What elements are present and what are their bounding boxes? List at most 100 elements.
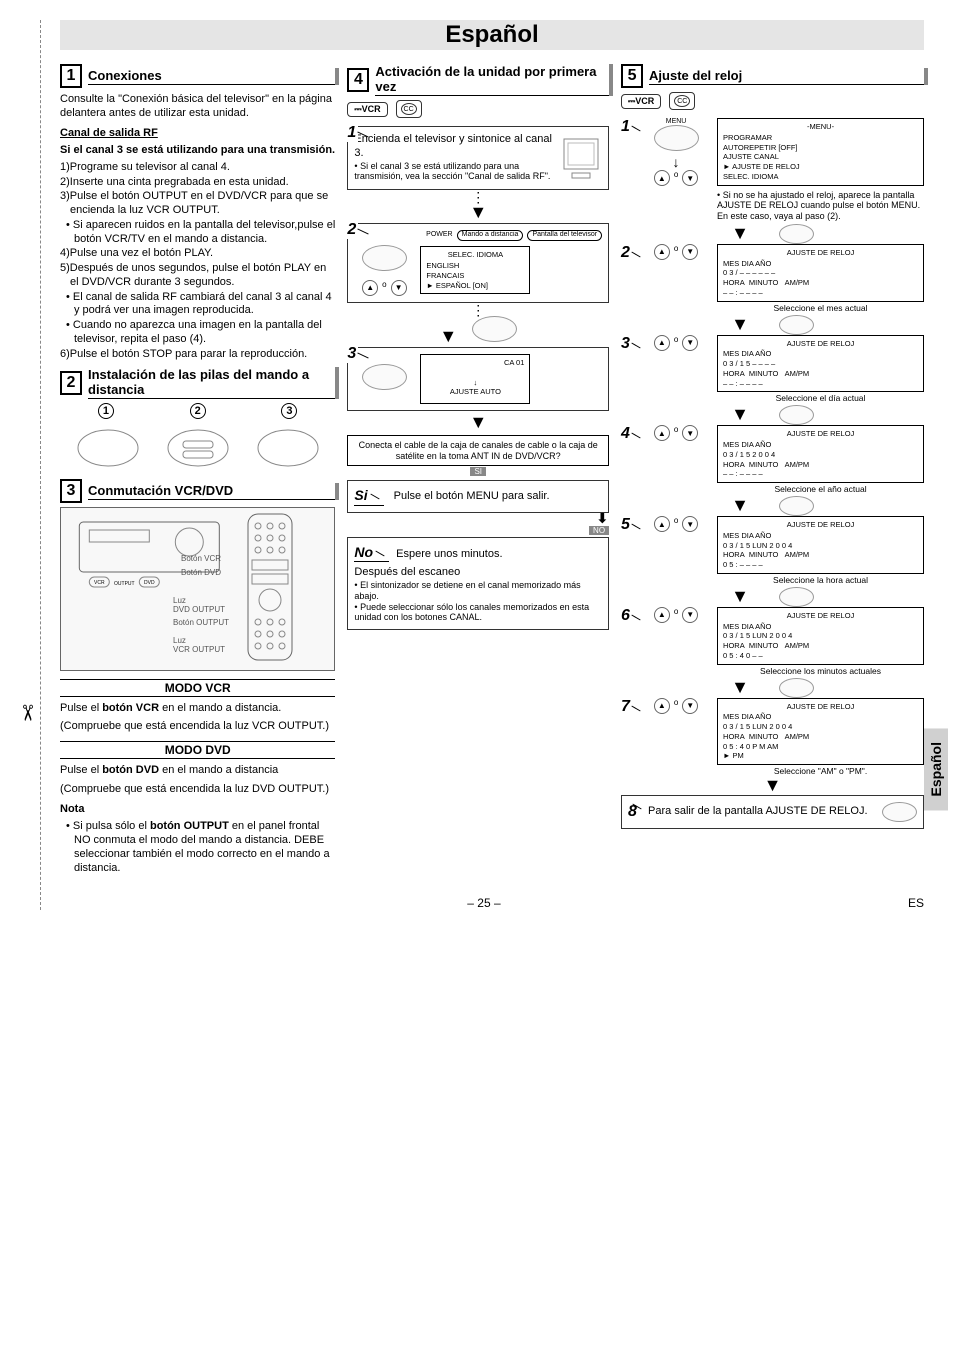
up-button-icon: ▲ — [362, 280, 378, 296]
battery-step-3: 3 — [281, 403, 297, 419]
s5-step3-num: 3 — [621, 335, 635, 353]
thumb-press-icon — [882, 802, 917, 822]
lang-code: ES — [908, 896, 924, 910]
s5-step2-num: 2 — [621, 244, 635, 262]
down-button-icon: ▼ — [682, 244, 698, 260]
arrow-icon: ▼ — [347, 413, 609, 431]
s5-step8: 8 Para salir de la pantalla AJUSTE DE RE… — [621, 795, 924, 829]
label-luz-dvd: Luz DVD OUTPUT — [173, 596, 225, 614]
s5-step1-num: 1 — [621, 118, 635, 136]
no-tag: NO — [589, 526, 609, 535]
s5-step6-num: 6 — [621, 607, 635, 625]
after-b1: El sintonizador se detiene en el canal m… — [354, 580, 580, 601]
s5-step8-num: 8 — [628, 802, 642, 822]
section-3-title: Conmutación VCR/DVD — [88, 483, 335, 500]
si-text: Pulse el botón MENU para salir. — [394, 490, 550, 504]
arrow-icon: ▼ — [347, 192, 609, 221]
clock-screen-3: AJUSTE DE RELOJ MES DIA AÑO0 3 / 1 5 – –… — [717, 335, 924, 393]
s4-step2-num: 2 — [345, 221, 358, 239]
s1-i6: 6)Pulse el botón STOP para parar la repr… — [60, 348, 335, 362]
svg-text:VCR: VCR — [94, 580, 105, 586]
battery-step-2: 2 — [190, 403, 206, 419]
decision-diamond: Conecta el cable de la caja de canales d… — [347, 435, 609, 467]
s1-i2: 2)Inserte una cinta pregrabada en esta u… — [60, 176, 335, 190]
menu-label: MENU — [654, 118, 699, 125]
vcr-dvd-diagram: VCR OUTPUT DVD — [60, 507, 335, 670]
s1-i5: 5)Después de unos segundos, pulse el bot… — [60, 262, 335, 290]
s5-step5-num: 5 — [621, 516, 635, 534]
mode-dvd-head: MODO DVD — [60, 741, 335, 759]
section-4-title: Activación de la unidad por primera vez — [375, 64, 609, 96]
s1-i3: 3)Pulse el botón OUTPUT en el DVD/VCR pa… — [60, 190, 335, 218]
s1-rf-intro: Si el canal 3 se está utilizando para un… — [60, 143, 335, 157]
clock-screen-2: AJUSTE DE RELOJ MES DIA AÑO0 3 / – – – –… — [717, 244, 924, 302]
label-luz-vcr: Luz VCR OUTPUT — [173, 636, 225, 654]
no-text: Espere unos minutos. — [396, 548, 502, 560]
label-boton-vcr: Botón VCR — [181, 554, 221, 563]
clock-screen-6: AJUSTE DE RELOJ MES DIA AÑO0 3 / 1 5 LUN… — [717, 607, 924, 665]
after-scan: Después del escaneo — [354, 566, 602, 580]
no-branch: No Espere unos minutos. Después del esca… — [347, 537, 609, 630]
main-menu-screen: -MENU- PROGRAMAR AUTOREPETIR [OFF] AJUST… — [717, 118, 924, 186]
section-5-title: Ajuste del reloj — [649, 68, 924, 85]
section-3-number: 3 — [60, 479, 82, 503]
clock-screen-5: AJUSTE DE RELOJ MES DIA AÑO0 3 / 1 5 LUN… — [717, 516, 924, 574]
arrow-icon: ▼ — [621, 587, 924, 607]
section-1-title: Conexiones — [88, 68, 335, 85]
down-button-icon: ▼ — [682, 170, 698, 186]
s1-i4: 4)Pulse una vez el botón PLAY. — [60, 247, 335, 261]
si-tag: SI — [470, 467, 486, 476]
arrow-icon: ▼ — [621, 315, 924, 335]
no-label: No — [354, 544, 389, 563]
s5-step5-cap: Seleccione la hora actual — [717, 575, 924, 585]
s5-step7-num: 7 — [621, 698, 635, 716]
s5-step3-cap: Seleccione el día actual — [717, 393, 924, 403]
battery-step-1: 1 — [98, 403, 114, 419]
section-4-number: 4 — [347, 68, 369, 92]
arrow-icon: ▼ — [347, 305, 609, 345]
page-title: Español — [445, 21, 538, 49]
thumb-press-icon — [362, 245, 407, 271]
s1-i3b: Si aparecen ruidos en la pantalla del te… — [60, 219, 335, 247]
pill-pantalla: Pantalla del televisor — [527, 230, 602, 241]
nota-text: Si pulsa sólo el botón OUTPUT en el pane… — [60, 820, 335, 875]
arrow-icon: ▼ — [621, 678, 924, 698]
nota-head: Nota — [60, 802, 335, 816]
s1-rf-head: Canal de salida RF — [60, 127, 335, 139]
si-label: Si — [354, 487, 383, 506]
mode-dvd-text2: (Compruebe que está encendida la luz DVD… — [60, 782, 335, 796]
s4-step3-num: 3 — [345, 345, 358, 363]
svg-text:DVD: DVD — [144, 580, 155, 586]
label-boton-dvd: Botón DVD — [181, 568, 221, 577]
vcr-icon: ⎓VCR — [347, 102, 387, 117]
title-banner: Español — [60, 20, 924, 50]
thumb-press-icon — [362, 364, 407, 390]
tv-icon — [560, 133, 602, 183]
arrow-icon: ▼ — [621, 224, 924, 244]
up-button-icon: ▲ — [654, 170, 670, 186]
clock-screen-4: AJUSTE DE RELOJ MES DIA AÑO0 3 / 1 5 2 0… — [717, 425, 924, 483]
mode-vcr-head: MODO VCR — [60, 679, 335, 697]
arrow-icon: ▼ — [621, 496, 924, 516]
arrow-icon: ▼ — [621, 405, 924, 425]
pill-mando: Mando a distancia — [457, 230, 524, 241]
label-boton-output: Botón OUTPUT — [173, 618, 229, 627]
section-2-number: 2 — [60, 371, 82, 395]
s1-intro: Consulte la "Conexión básica del televis… — [60, 92, 335, 121]
after-b2: Puede seleccionar sólo los canales memor… — [354, 602, 589, 623]
auto-tune-screen: CA 01 ↓ AJUSTE AUTO — [420, 354, 530, 404]
s4-step1-text: Encienda el televisor y sintonice al can… — [354, 133, 556, 161]
lang-menu-screen: SELEC. IDIOMA ENGLISH FRANCAIS ► ESPAÑOL… — [420, 246, 530, 294]
up-button-icon: ▲ — [654, 244, 670, 260]
s5-step4-cap: Seleccione el año actual — [717, 484, 924, 494]
s1-i1: 1)Programe su televisor al canal 4. — [60, 161, 335, 175]
battery-diagram: 1 2 3 — [60, 403, 335, 419]
s5-step2-cap: Seleccione el mes actual — [717, 303, 924, 313]
s5-step6-cap: Seleccione los minutos actuales — [717, 666, 924, 676]
section-2-title: Instalación de las pilas del mando a dis… — [88, 367, 335, 399]
s4-step1-num: 1 — [345, 124, 358, 142]
language-tab: Español — [924, 728, 948, 810]
clock-screen-7: AJUSTE DE RELOJ MES DIA AÑO0 3 / 1 5 LUN… — [717, 698, 924, 766]
thumb-press-icon — [654, 125, 699, 151]
cc-icon: CC — [669, 92, 695, 110]
